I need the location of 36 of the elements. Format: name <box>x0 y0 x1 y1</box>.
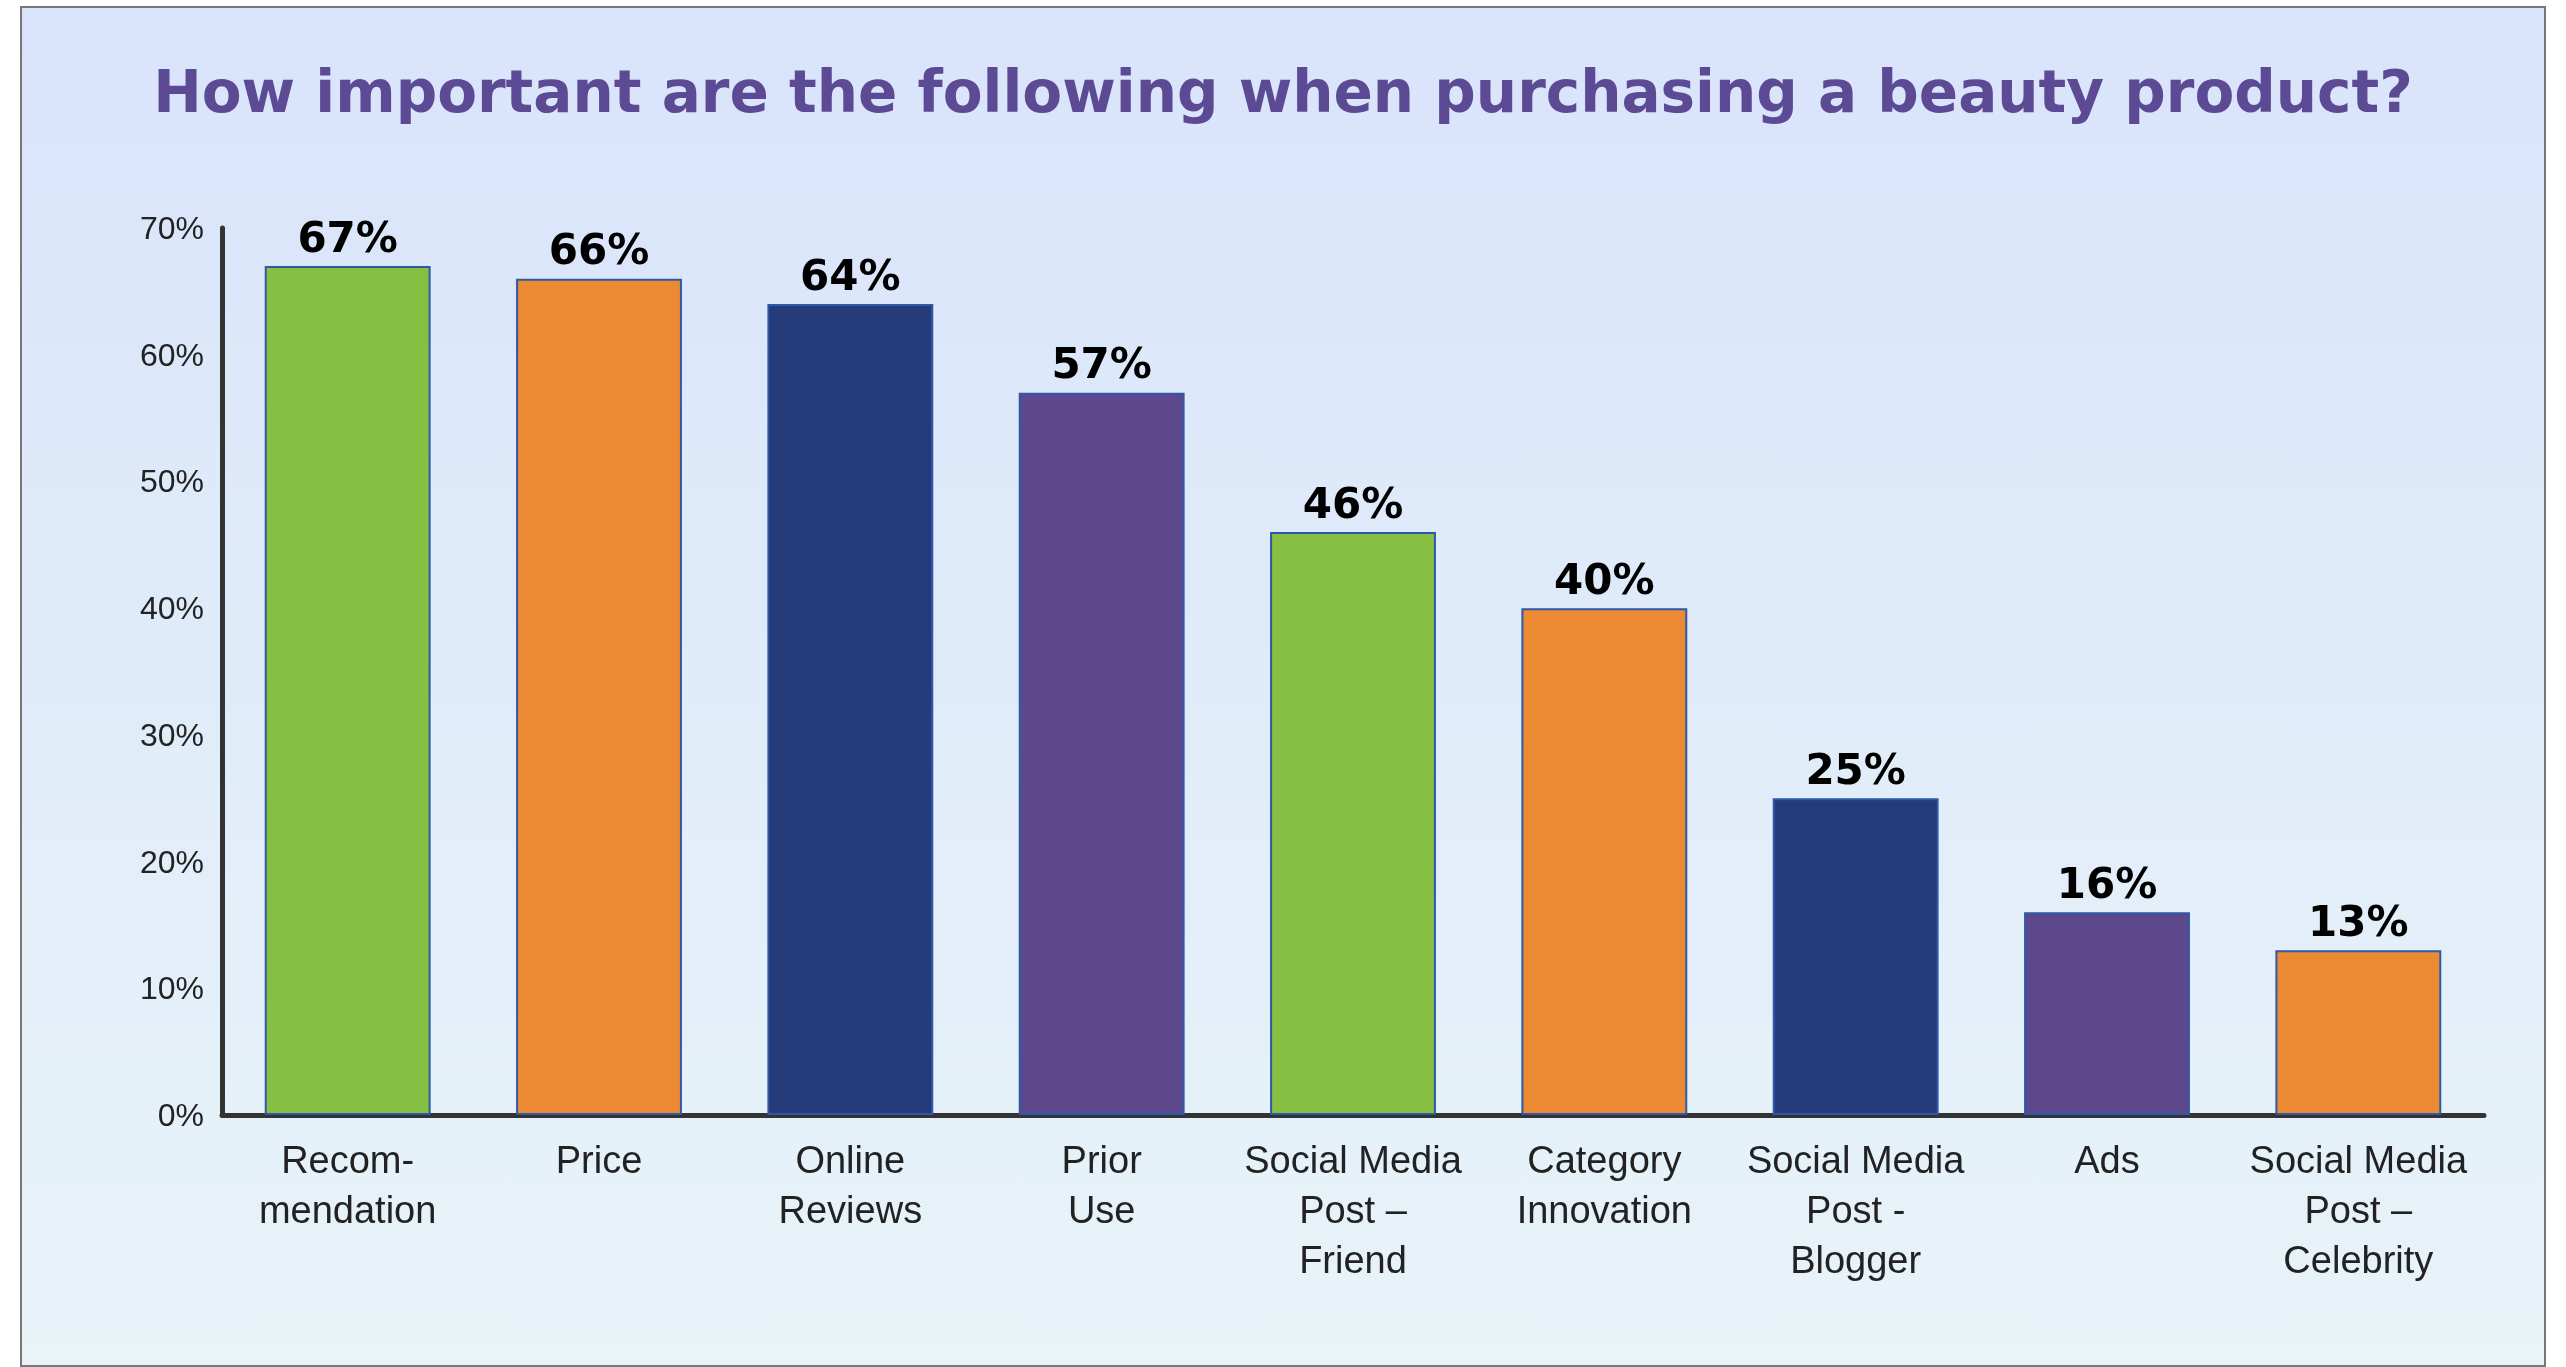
data-label: 66% <box>548 225 650 275</box>
data-label: 64% <box>800 250 901 300</box>
data-label: 57% <box>1051 339 1152 389</box>
bar <box>2024 912 2190 1115</box>
bar <box>1018 392 1185 1115</box>
bar <box>516 278 682 1115</box>
bar <box>264 266 431 1115</box>
bar <box>767 304 934 1115</box>
y-tick-label: 10% <box>139 970 204 1007</box>
y-tick-label: 40% <box>139 590 204 627</box>
data-label: 46% <box>1302 478 1404 528</box>
x-tick-label: Social Media Post – Friend <box>1244 1139 1463 1281</box>
x-tick-label: Ads <box>2074 1139 2140 1181</box>
data-label: 40% <box>1554 554 1655 604</box>
y-tick-label: 20% <box>139 843 204 880</box>
y-tick-label: 0% <box>157 1097 204 1133</box>
y-tick-label: 70% <box>139 210 204 246</box>
x-tick-label: Price <box>555 1139 643 1181</box>
data-label: 13% <box>2308 896 2409 946</box>
x-tick-label: Category Innovation <box>1516 1139 1693 1231</box>
x-tick-label: Recom- mendation <box>258 1139 437 1231</box>
bar <box>1772 798 1939 1115</box>
data-label: 67% <box>297 212 398 262</box>
chart-title: How important are the following when purchasing a beauty product? <box>153 58 2413 126</box>
y-tick-label: 60% <box>139 336 204 373</box>
data-label: 25% <box>1805 744 1906 794</box>
x-tick-label: Social Media Post – Celebrity <box>2249 1139 2468 1281</box>
bar <box>2275 950 2442 1115</box>
bar <box>1521 608 1688 1115</box>
data-label: 16% <box>2056 858 2158 908</box>
x-tick-label: Social Media Post - Blogger <box>1746 1139 1966 1281</box>
y-tick-label: 50% <box>139 463 204 500</box>
bar <box>1270 532 1436 1115</box>
x-tick-label: Online Reviews <box>778 1139 923 1231</box>
y-tick-label: 30% <box>139 716 204 753</box>
x-tick-label: Prior Use <box>1061 1139 1143 1231</box>
